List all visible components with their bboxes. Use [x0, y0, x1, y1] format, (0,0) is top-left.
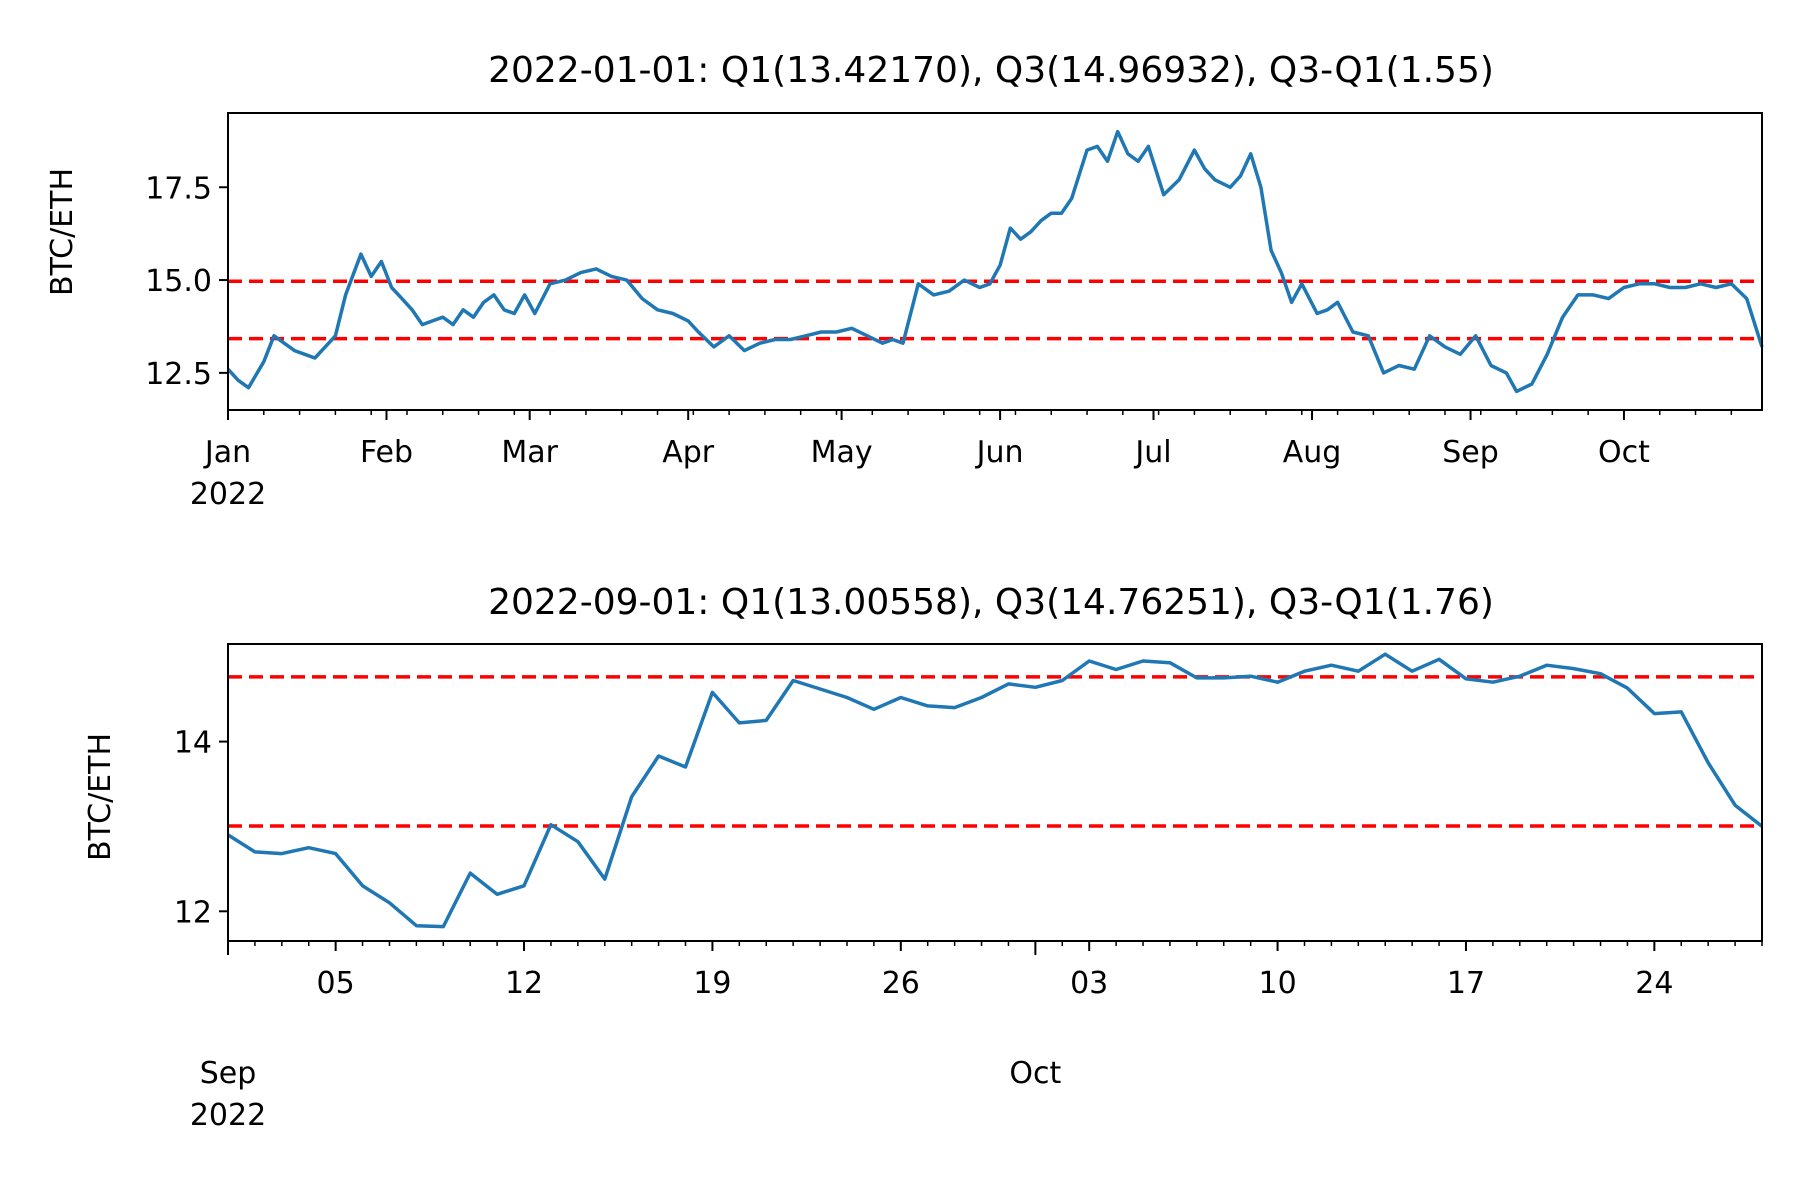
- top-xtick-label: Oct: [1598, 435, 1650, 470]
- chart-bottom-title: 2022-09-01: Q1(13.00558), Q3(14.76251), …: [488, 582, 1494, 623]
- chart-bottom-quartile-lines: [228, 675, 1762, 828]
- bot-xtick-label: 24: [1635, 966, 1673, 1001]
- chart-bottom: 2022-09-01: Q1(13.00558), Q3(14.76251), …: [83, 582, 1764, 1133]
- bot-xtick-label: 03: [1070, 966, 1108, 1001]
- chart-bottom-series-line: [227, 652, 1764, 929]
- chart-top-title: 2022-01-01: Q1(13.42170), Q3(14.96932), …: [488, 50, 1494, 91]
- top-xtick-label: Jan: [203, 435, 251, 470]
- bot-ytick-label: 12: [174, 895, 212, 930]
- top-xtick-label: May: [811, 435, 873, 470]
- chart-top-x-axis: Jan Feb Mar Apr May Jun Jul Aug Sep Oct 2022: [190, 410, 1733, 512]
- top-ytick-label: 17.5: [145, 171, 212, 206]
- top-xtick-label: Apr: [662, 435, 715, 470]
- chart-bottom-y-axis: 12 14: [174, 726, 228, 930]
- chart-top-frame: [227, 112, 1763, 411]
- bot-xtick-label: 10: [1258, 966, 1296, 1001]
- bot-month-label: Sep: [200, 1056, 257, 1091]
- chart-bottom-ylabel: BTC/ETH: [83, 733, 118, 861]
- bot-xtick-label: 12: [505, 966, 543, 1001]
- bot-xtick-label: 19: [693, 966, 731, 1001]
- bot-month-label: Oct: [1009, 1056, 1061, 1091]
- top-year-label: 2022: [190, 477, 266, 512]
- top-xtick-label: Feb: [360, 435, 413, 470]
- top-xtick-label: Mar: [501, 435, 558, 470]
- chart-top-series-line: [226, 129, 1764, 394]
- bot-xtick-label: 17: [1447, 966, 1485, 1001]
- chart-top-ylabel: BTC/ETH: [45, 168, 80, 296]
- chart-bottom-x-axis: 05 12 19 26 03 10 17 24 Sep 2022 Oct: [190, 941, 1763, 1133]
- top-xtick-label: Jun: [975, 435, 1024, 470]
- bot-xtick-label: 05: [317, 966, 355, 1001]
- chart-bottom-frame: [227, 643, 1763, 942]
- top-ytick-label: 15.0: [145, 264, 212, 299]
- top-xtick-label: Jul: [1133, 435, 1171, 470]
- chart-top-y-axis: 12.5 15.0 17.5: [145, 171, 228, 392]
- top-ytick-label: 12.5: [145, 357, 212, 392]
- bot-xtick-label: 26: [882, 966, 920, 1001]
- top-xtick-label: Aug: [1283, 435, 1342, 470]
- chart-top: 2022-01-01: Q1(13.42170), Q3(14.96932), …: [45, 50, 1764, 512]
- top-xtick-label: Sep: [1442, 435, 1499, 470]
- bot-month-year-label: 2022: [190, 1098, 266, 1133]
- bot-ytick-label: 14: [174, 726, 212, 761]
- chart-top-quartile-lines: [228, 279, 1762, 341]
